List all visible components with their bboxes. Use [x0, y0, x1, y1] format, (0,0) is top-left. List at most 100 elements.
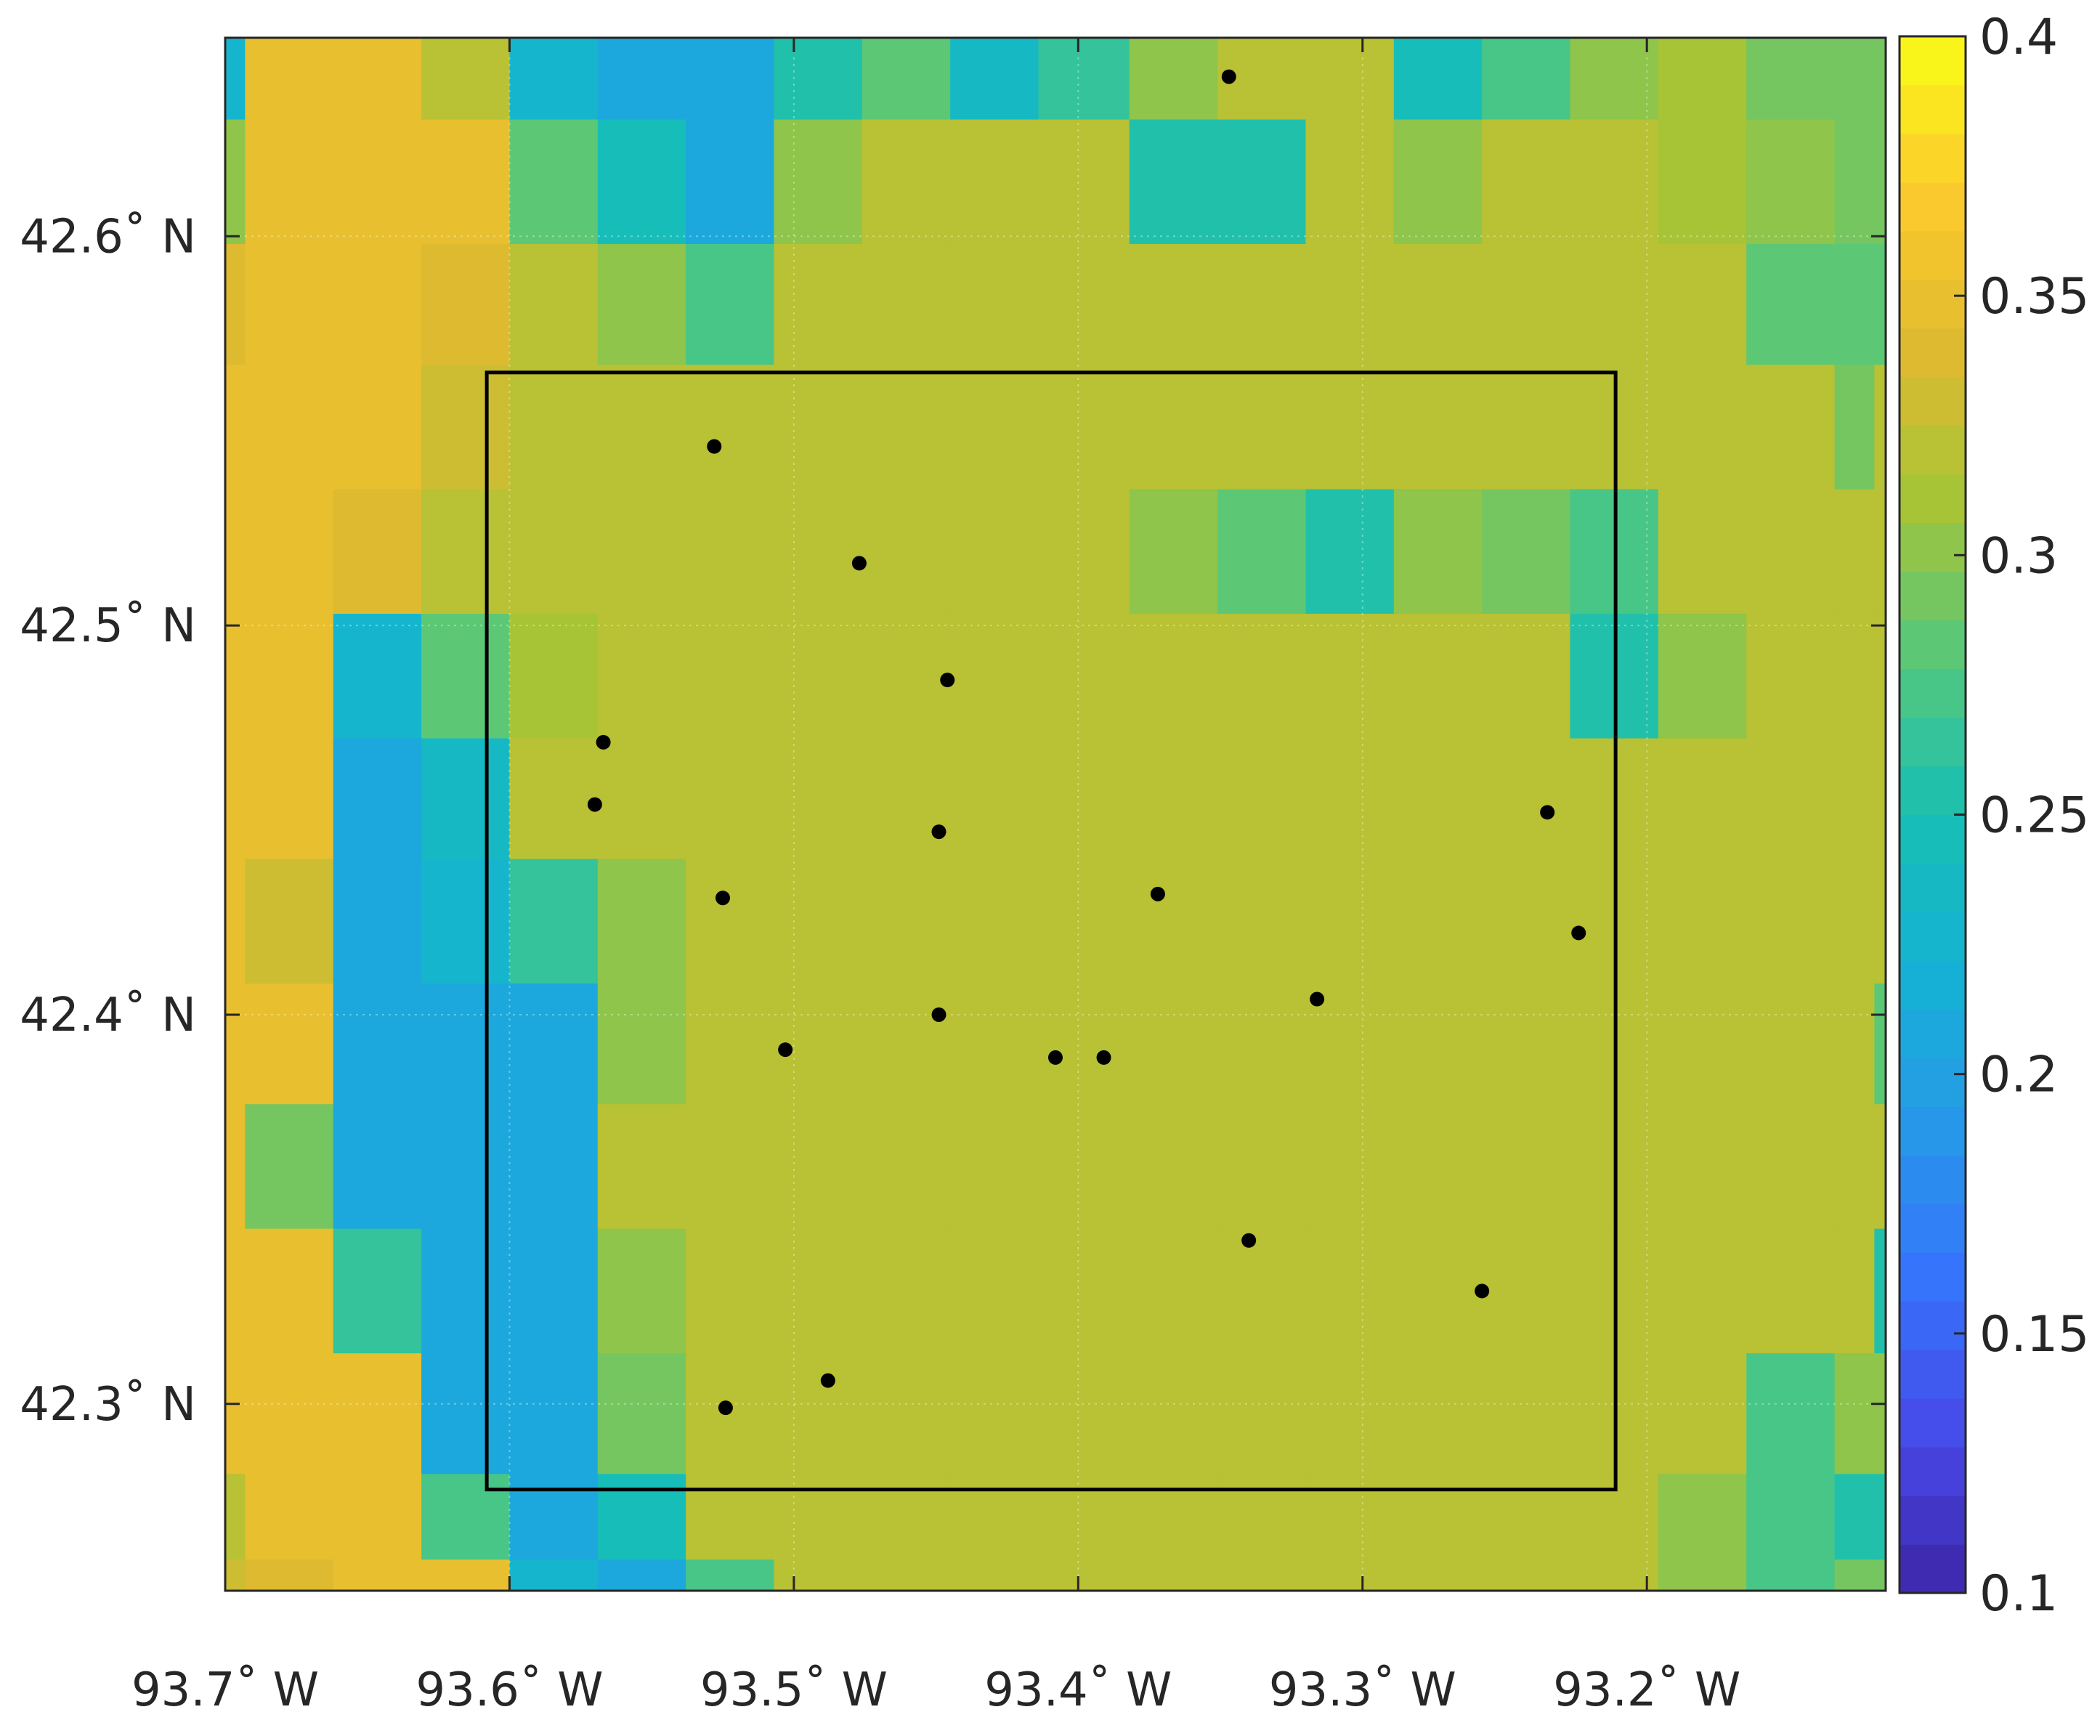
heatmap-cell [1658, 614, 1747, 739]
heatmap-cell [862, 1474, 951, 1560]
heatmap-cell [1038, 1353, 1130, 1475]
heatmap-cell [686, 243, 775, 365]
heatmap-cell [1746, 1104, 1836, 1230]
heatmap-cell [686, 1228, 775, 1354]
colorbar-swatch [1900, 182, 1966, 232]
heatmap-cell [950, 738, 1039, 860]
heatmap-cell [245, 243, 334, 365]
heatmap-cell [1393, 1353, 1483, 1475]
heatmap-cell [1658, 365, 1747, 490]
colorbar-swatch [1900, 1204, 1966, 1253]
study-area-box [485, 370, 1618, 1492]
heatmap-cell [597, 119, 686, 245]
colorbar-swatch [1900, 230, 1966, 280]
heatmap-cell [1482, 614, 1571, 739]
heatmap-cell [225, 614, 246, 739]
heatmap-cell [1217, 365, 1307, 490]
heatmap-cell [1217, 243, 1307, 365]
colorbar-swatch [1900, 1398, 1966, 1448]
heatmap-cell [225, 1474, 246, 1560]
colorbar-swatch [1900, 1058, 1966, 1107]
map-gridlines [224, 38, 1886, 1591]
heatmap-cell [950, 1559, 1039, 1591]
heatmap-cell [862, 1228, 951, 1354]
heatmap-cell [1658, 983, 1747, 1105]
heatmap-cell [225, 738, 246, 860]
colorbar-swatch [1900, 1544, 1966, 1594]
heatmap-cell [1834, 738, 1875, 860]
heatmap-cell [333, 738, 422, 860]
colorbar-swatch [1900, 376, 1966, 426]
heatmap-cell [225, 1104, 246, 1230]
heatmap-cell [1305, 614, 1395, 739]
heatmap-cell [1038, 243, 1130, 365]
heatmap-cell [1217, 738, 1307, 860]
heatmap-cell [333, 859, 422, 984]
heatmap-cell [1834, 38, 1875, 121]
heatmap-cell [1874, 1104, 1886, 1230]
heatmap-cell [509, 243, 599, 365]
heatmap-cell [1305, 243, 1395, 365]
heatmap-cell [1305, 489, 1395, 615]
x-tick-label: 93.6˚ W [415, 1663, 603, 1717]
station-marker [1475, 1283, 1490, 1299]
heatmap-cell [1482, 1353, 1571, 1475]
heatmap-cell [225, 119, 246, 245]
heatmap-cell [225, 365, 246, 490]
heatmap-cell [686, 614, 775, 739]
heatmap-cell [1038, 614, 1130, 739]
heatmap-cell [1393, 738, 1483, 860]
heatmap-cell [245, 365, 334, 490]
heatmap-cell [1217, 489, 1307, 615]
heatmap-cell [509, 983, 599, 1105]
colorbar-swatch [1900, 960, 1966, 1010]
heatmap-cell [1482, 859, 1571, 984]
heatmap-cell [774, 859, 863, 984]
station-marker [820, 1373, 835, 1388]
heatmap-cell [1129, 1228, 1218, 1354]
heatmap-cell [245, 738, 334, 860]
heatmap-cell [1482, 1104, 1571, 1230]
heatmap-cell [1038, 489, 1130, 615]
heatmap-cell [1038, 38, 1130, 121]
colorbar-swatch [1900, 571, 1966, 621]
heatmap-grid [225, 38, 1886, 1591]
heatmap-cell [1305, 1474, 1395, 1560]
heatmap-cell [1038, 738, 1130, 860]
y-tick-label: 42.4˚ N [20, 989, 196, 1042]
heatmap-cell [862, 1559, 951, 1591]
heatmap-cell [686, 1104, 775, 1230]
heatmap-cell [1570, 243, 1659, 365]
colorbar-swatch [1900, 1106, 1966, 1156]
latitude-tick-labels: 42.3˚ N 42.4˚ N 42.5˚ N 42.6˚ N [20, 210, 1886, 1432]
heatmap-cell [862, 983, 951, 1105]
x-tick-label: 93.4˚ W [984, 1663, 1172, 1717]
heatmap-cell [1038, 1104, 1130, 1230]
heatmap-cell [1658, 1559, 1747, 1591]
heatmap-cell [686, 859, 775, 984]
heatmap-cell [597, 1353, 686, 1475]
heatmap-cell [1482, 738, 1571, 860]
heatmap-cell [421, 1353, 511, 1475]
heatmap-cell [509, 859, 599, 984]
heatmap-cell [950, 489, 1039, 615]
y-tick-label: 42.6˚ N [20, 210, 196, 264]
heatmap-cell [1393, 983, 1483, 1105]
heatmap-cell [1129, 119, 1218, 245]
colorbar-tick-label: 0.4 [1979, 9, 2058, 66]
heatmap-cell [1746, 1559, 1836, 1591]
heatmap-cell [1129, 1353, 1218, 1475]
heatmap-cell [1834, 1474, 1875, 1560]
heatmap-cell [333, 1353, 422, 1475]
heatmap-cell [1834, 859, 1875, 984]
heatmap-cell [1658, 38, 1747, 121]
heatmap-cell [1658, 489, 1747, 615]
heatmap-cell [1834, 243, 1875, 365]
y-tick-label: 42.3˚ N [20, 1378, 196, 1432]
heatmap-cell [774, 1104, 863, 1230]
station-marker [1150, 886, 1165, 901]
heatmap-cell [686, 1474, 775, 1560]
colorbar-swatch [1900, 425, 1966, 475]
heatmap-cell [950, 1104, 1039, 1230]
colorbar-swatch [1900, 814, 1966, 864]
